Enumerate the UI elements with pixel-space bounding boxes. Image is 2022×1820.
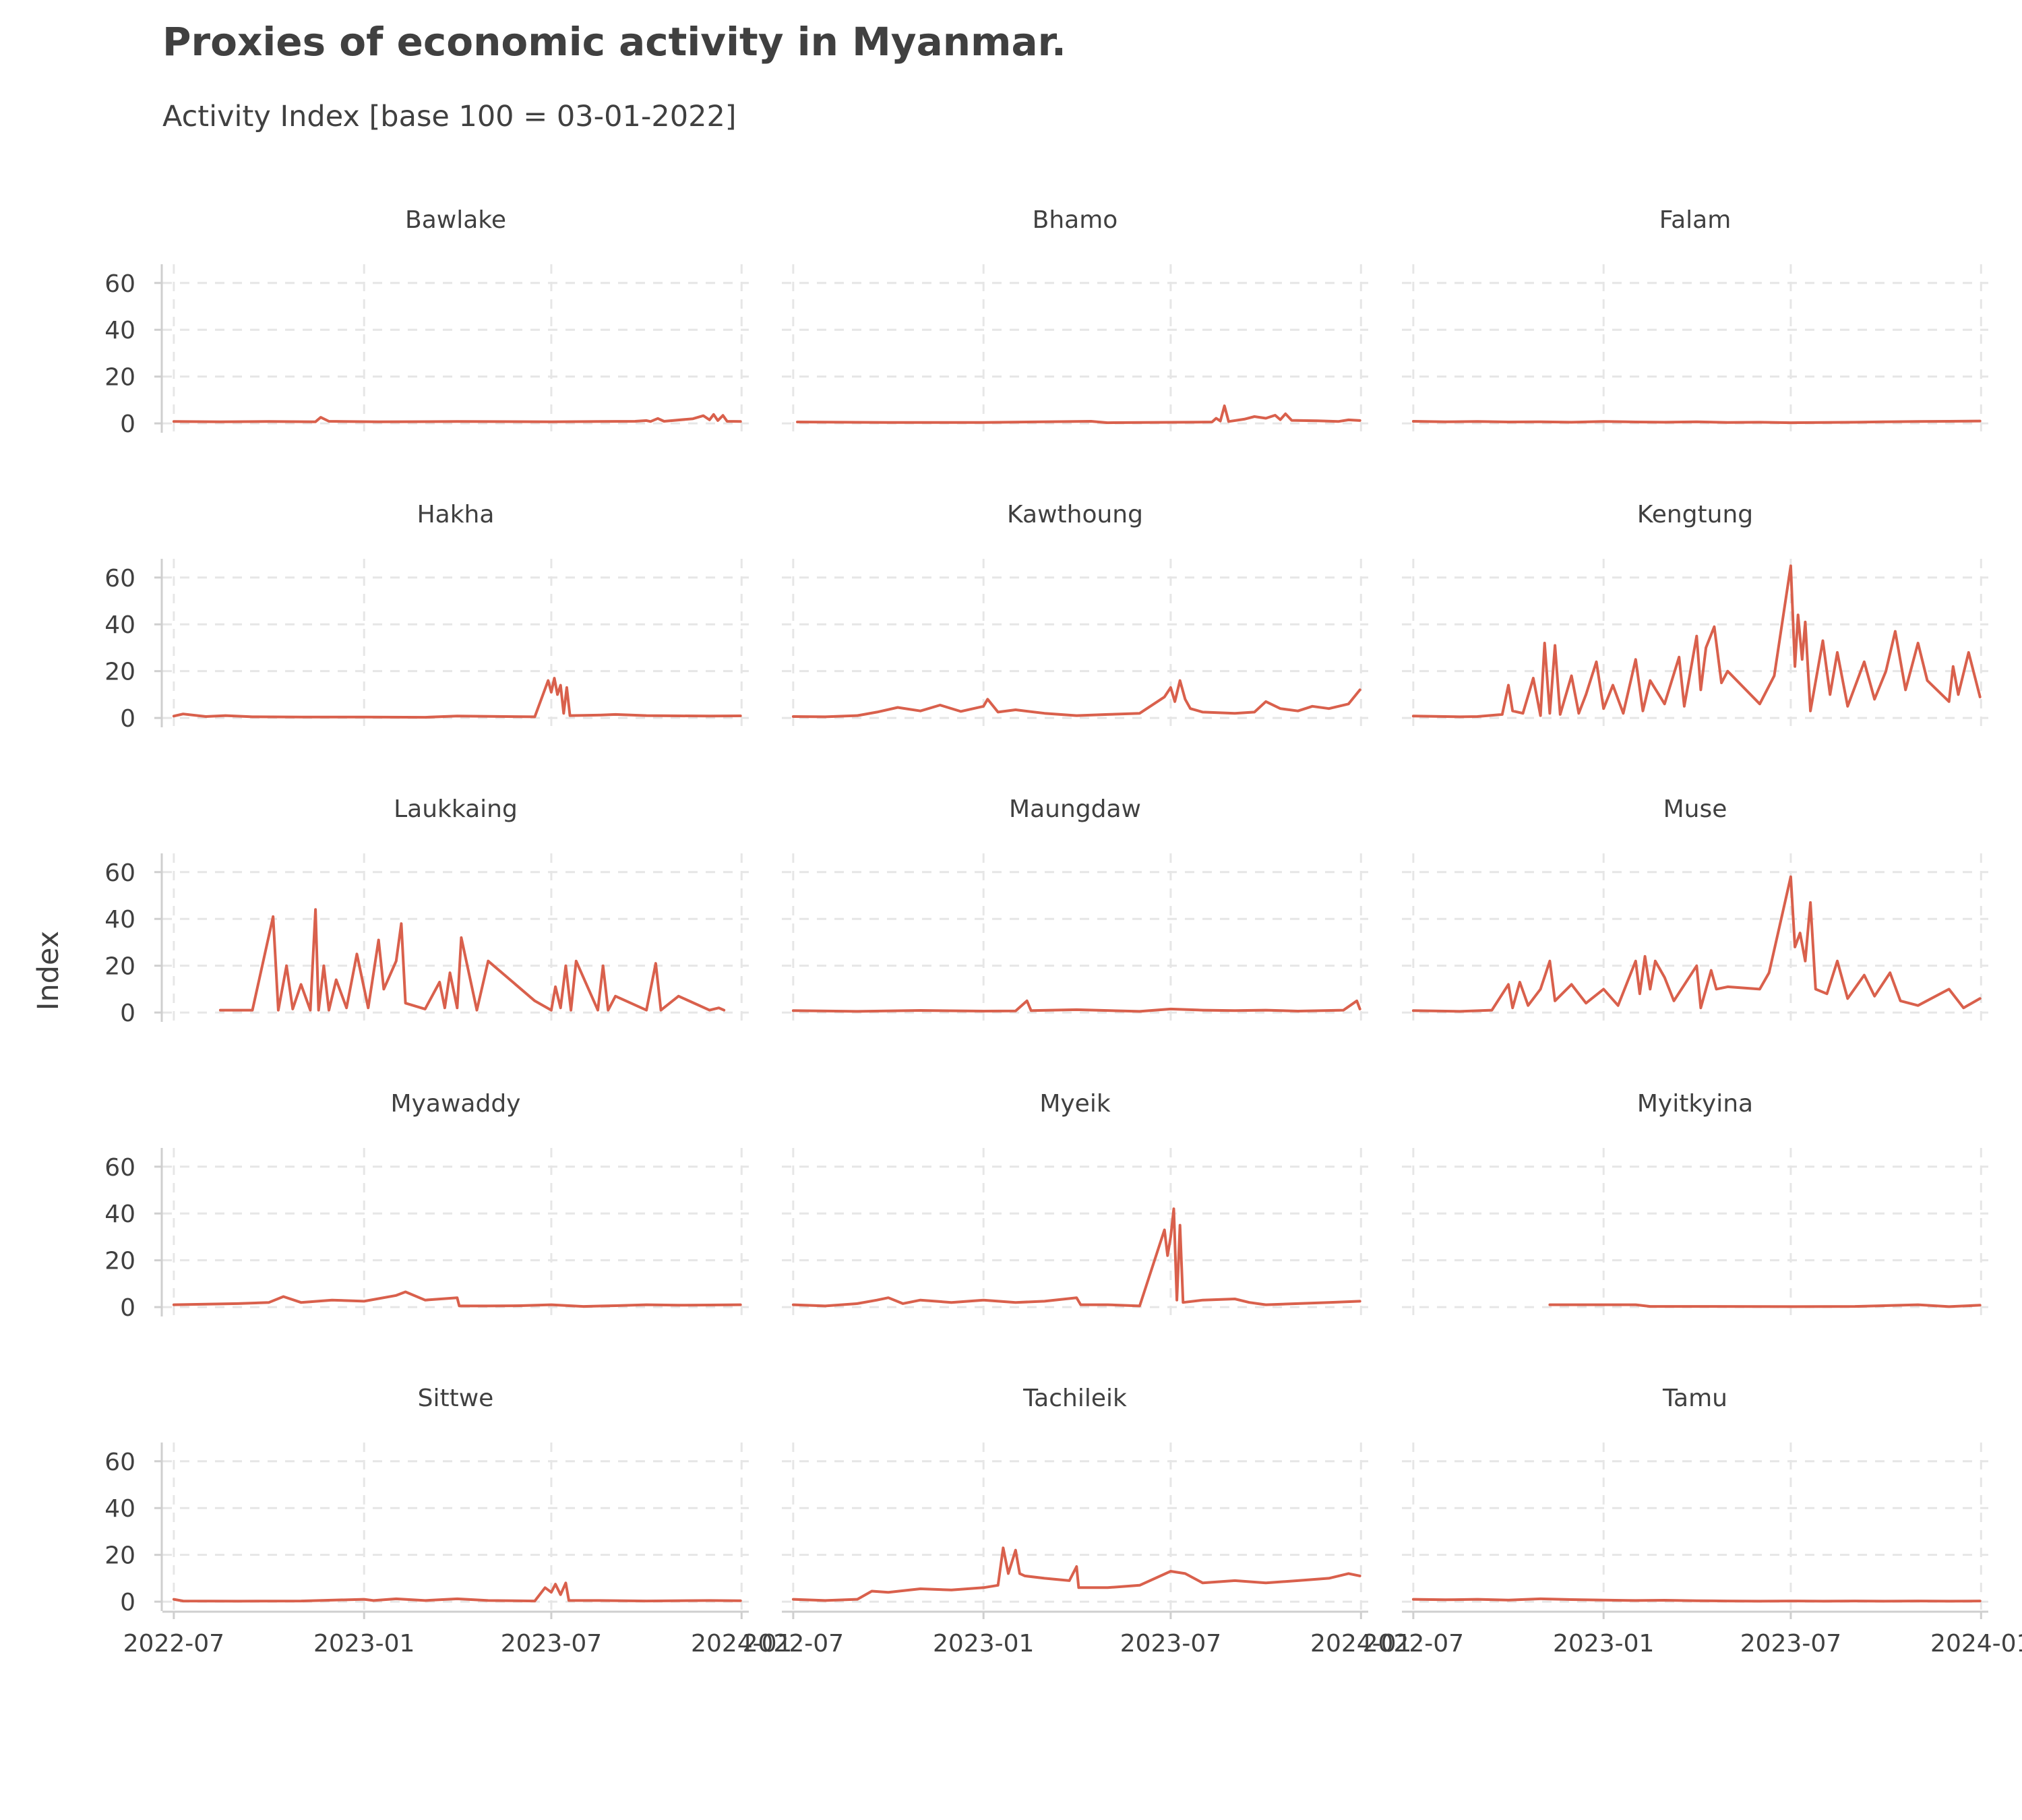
- facet-panel-kengtung: Kengtung: [1402, 501, 1988, 727]
- facet-panel-bhamo: Bhamo: [782, 206, 1368, 433]
- facet-title: Kawthoung: [1007, 501, 1143, 528]
- y-tick-label: 0: [120, 1000, 135, 1027]
- chart-title: Proxies of economic activity in Myanmar.: [162, 19, 1066, 65]
- y-tick-label: 0: [120, 1294, 135, 1322]
- x-tick-label: 2024-01: [691, 1630, 792, 1658]
- x-tick-label: 2022-07: [1363, 1630, 1464, 1658]
- facet-title: Maungdaw: [1009, 795, 1141, 823]
- facet-panel-tachileik: Tachileik 2022-07 2023-01 2023-07 2024-01: [743, 1385, 1412, 1658]
- facet-title: Myawaddy: [391, 1090, 521, 1118]
- facet-title: Sittwe: [418, 1385, 494, 1412]
- series-line-myitkyina: [1548, 1303, 1982, 1308]
- facet-panel-falam: Falam: [1402, 206, 1988, 433]
- y-tick-label: 20: [104, 659, 135, 686]
- facet-panel-bawlake: Bawlake 0 20 40 60: [104, 206, 749, 438]
- series-line-tachileik: [791, 1546, 1361, 1602]
- facet-title: Hakha: [417, 501, 495, 528]
- facet-title: Muse: [1663, 795, 1727, 823]
- x-tick-label: 2024-01: [1310, 1630, 1411, 1658]
- facet-panel-laukkaing: Laukkaing 0 20 40 60: [104, 795, 749, 1027]
- x-tick-label: 2023-07: [1740, 1630, 1841, 1658]
- y-tick-label: 40: [104, 906, 135, 934]
- y-tick-label: 40: [104, 1201, 135, 1228]
- y-tick-label: 20: [104, 1248, 135, 1275]
- series-line-hakha: [172, 677, 742, 719]
- y-tick-label: 20: [104, 364, 135, 392]
- x-tick-label: 2023-01: [933, 1630, 1034, 1658]
- x-tick-label: 2024-01: [1930, 1630, 2022, 1658]
- x-tick-label: 2023-07: [1120, 1630, 1221, 1658]
- y-tick-label: 60: [104, 1449, 135, 1476]
- x-tick-label: 2022-07: [123, 1630, 224, 1658]
- series-line-tamu: [1411, 1597, 1982, 1603]
- y-tick-label: 60: [104, 270, 135, 298]
- facet-title: Laukkaing: [394, 795, 518, 823]
- series-line-laukkaing: [218, 908, 726, 1012]
- facet-panel-hakha: Hakha 0 20 40 60: [104, 501, 749, 733]
- y-tick-label: 0: [120, 411, 135, 438]
- facet-title: Bhamo: [1033, 206, 1118, 234]
- y-tick-label: 40: [104, 1495, 135, 1523]
- facet-title: Tamu: [1662, 1385, 1727, 1412]
- series-line-bawlake: [172, 413, 742, 423]
- series-line-myawaddy: [172, 1290, 742, 1308]
- facet-panel-maungdaw: Maungdaw: [782, 795, 1368, 1022]
- y-tick-label: 0: [120, 1589, 135, 1616]
- facet-title: Myitkyina: [1637, 1090, 1753, 1118]
- x-tick-label: 2023-01: [1553, 1630, 1654, 1658]
- x-tick-label: 2023-07: [501, 1630, 602, 1658]
- series-line-muse: [1411, 875, 1982, 1013]
- y-tick-label: 20: [104, 1542, 135, 1570]
- series-line-falam: [1411, 419, 1982, 425]
- facet-panel-sittwe: Sittwe 0 20 40 60 2022-07 2023-01 2023-07 2024-0…: [104, 1385, 792, 1658]
- series-line-sittwe: [172, 1581, 742, 1603]
- y-tick-label: 40: [104, 611, 135, 639]
- y-tick-label: 40: [104, 317, 135, 344]
- series-line-kengtung: [1411, 564, 1982, 719]
- facet-panel-tamu: Tamu 2022-07 2023-01 2023-07 2024-01: [1363, 1385, 2022, 1658]
- facet-panel-kawthoung: Kawthoung: [782, 501, 1368, 727]
- y-tick-label: 0: [120, 705, 135, 733]
- facet-title: Myeik: [1039, 1090, 1111, 1118]
- y-tick-label: 20: [104, 953, 135, 981]
- series-line-maungdaw: [791, 999, 1361, 1013]
- facet-title: Bawlake: [405, 206, 506, 234]
- chart-subtitle: Activity Index [base 100 = 03-01-2022]: [162, 100, 737, 133]
- facet-panel-myeik: Myeik: [782, 1090, 1368, 1316]
- y-axis-label: Index: [32, 931, 65, 1010]
- series-line-kawthoung: [791, 679, 1361, 719]
- y-tick-label: 60: [104, 565, 135, 593]
- x-tick-label: 2023-01: [313, 1630, 415, 1658]
- facet-title: Kengtung: [1637, 501, 1753, 528]
- x-tick-label: 2022-07: [743, 1630, 844, 1658]
- facet-title: Tachileik: [1022, 1385, 1127, 1412]
- facet-panel-muse: Muse: [1402, 795, 1988, 1022]
- series-line-bhamo: [796, 404, 1361, 425]
- facet-panel-myawaddy: Myawaddy 0 20 40 60: [104, 1090, 749, 1322]
- series-line-myeik: [791, 1207, 1361, 1308]
- facet-panel-myitkyina: Myitkyina: [1402, 1090, 1988, 1316]
- facet-title: Falam: [1659, 206, 1732, 234]
- y-tick-label: 60: [104, 859, 135, 887]
- y-tick-label: 60: [104, 1154, 135, 1182]
